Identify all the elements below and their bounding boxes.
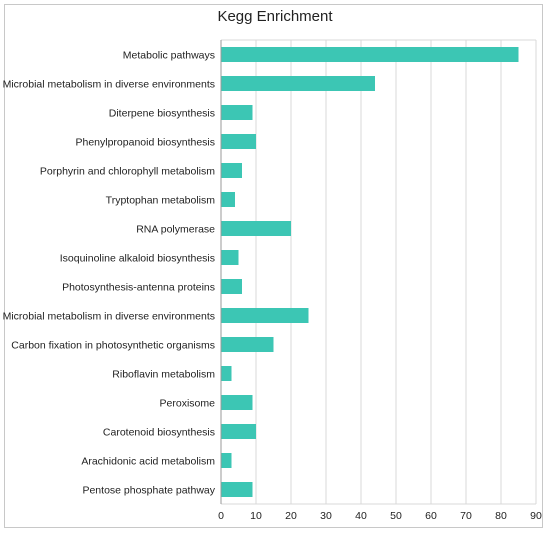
- grid-lines: [220, 39, 537, 505]
- bar: [221, 366, 232, 381]
- x-tick-label: 20: [285, 510, 297, 522]
- x-tick-label: 40: [355, 510, 367, 522]
- category-label: Peroxisome: [160, 398, 216, 410]
- chart-title: Kegg Enrichment: [217, 8, 333, 25]
- x-tick-label: 70: [460, 510, 472, 522]
- bar: [221, 47, 519, 62]
- category-label: Carotenoid biosynthesis: [103, 427, 215, 439]
- x-tick-label: 50: [390, 510, 402, 522]
- x-tick-label: 80: [495, 510, 507, 522]
- category-label: Riboflavin metabolism: [112, 369, 215, 381]
- bar: [221, 453, 232, 468]
- bar: [221, 308, 309, 323]
- bar: [221, 105, 253, 120]
- x-tick-label: 60: [425, 510, 437, 522]
- x-tick-label: 90: [530, 510, 542, 522]
- bar: [221, 395, 253, 410]
- bars: [221, 47, 519, 497]
- bar: [221, 76, 375, 91]
- category-label: Arachidonic acid metabolism: [81, 456, 215, 468]
- category-label: Isoquinoline alkaloid biosynthesis: [60, 253, 215, 265]
- category-label: Microbial metabolism in diverse environm…: [3, 79, 215, 91]
- category-label: Pentose phosphate pathway: [82, 485, 215, 497]
- category-labels: Metabolic pathways Microbial metabolism i…: [3, 50, 216, 497]
- category-label: Metabolic pathways: [123, 50, 215, 62]
- bar: [221, 192, 235, 207]
- bar: [221, 163, 242, 178]
- bar: [221, 482, 253, 497]
- category-label: Photosynthesis-antenna proteins: [62, 282, 215, 294]
- bar: [221, 424, 256, 439]
- category-label: Microbial metabolism in diverse environm…: [3, 311, 215, 323]
- x-tick-label: 0: [218, 510, 224, 522]
- bar: [221, 250, 239, 265]
- category-label: Phenylpropanoid biosynthesis: [75, 137, 215, 149]
- bar: [221, 279, 242, 294]
- bar: [221, 337, 274, 352]
- category-label: Tryptophan metabolism: [106, 195, 216, 207]
- category-label: Diterpene biosynthesis: [109, 108, 215, 120]
- x-tick-labels: 0 10 20 30 40 50 60 70 80 90: [218, 510, 542, 522]
- category-label: RNA polymerase: [136, 224, 215, 236]
- x-tick-label: 10: [250, 510, 262, 522]
- chart-frame: [4, 4, 543, 528]
- category-label: Carbon fixation in photosynthetic organi…: [11, 340, 215, 352]
- x-tick-label: 30: [320, 510, 332, 522]
- category-label: Porphyrin and chlorophyll metabolism: [40, 166, 215, 178]
- bar: [221, 221, 291, 236]
- bar: [221, 134, 256, 149]
